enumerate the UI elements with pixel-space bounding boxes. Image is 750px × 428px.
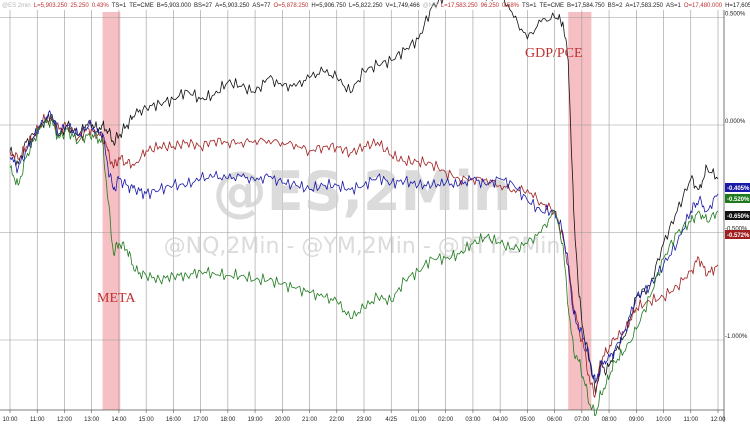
watermark: @ES,2Min @NQ,2Min - @YM,2Min - @RTY,2Min [164, 160, 561, 259]
header-segment: A=5,903.250 [215, 3, 250, 9]
series-line [9, 118, 719, 416]
x-tick-label: 06:00 [547, 417, 563, 423]
y-tick-label: -1.000% [725, 334, 748, 340]
header-segment: TE=CME [540, 3, 565, 9]
header-segment: AS=77 [252, 3, 271, 9]
last-value-badge-text: -0.520% [727, 197, 750, 203]
header-segment: BS=27 [194, 3, 213, 9]
y-tick-label: 0.000% [725, 119, 746, 125]
x-tick-label: 23:00 [356, 417, 372, 423]
header-segment: BS=2 [608, 3, 624, 9]
header-segment: TS=1 [522, 3, 537, 9]
x-tick-label: 01:00 [411, 417, 427, 423]
header-segment: 0.58% [502, 3, 520, 9]
x-tick-label: 10:00 [656, 417, 672, 423]
x-tick-label: 11:00 [683, 417, 698, 423]
header-segment: 25.250 [70, 3, 89, 9]
x-tick-label: 20:00 [275, 417, 291, 423]
last-value-badges: -0.405% -0.520% -0.650% -0.572% [725, 183, 750, 239]
watermark-main: @ES,2Min [213, 160, 512, 223]
x-tick-label: 03:00 [465, 417, 481, 423]
x-tick-label: 08:00 [602, 417, 618, 423]
quote-header: @ES 2min L=5,903.250 25.250 0.43% TS=1 TE=CME… [2, 3, 750, 9]
header-segment: TS=1 [112, 3, 127, 9]
last-value-badge [725, 211, 750, 220]
header-segment: H=17,605.400 [725, 3, 750, 9]
x-tick-label: 13:00 [84, 417, 100, 423]
last-value-badge [725, 230, 750, 239]
highlight-band [102, 12, 121, 410]
x-tick-label: 12:00 [710, 417, 726, 423]
header-segment: L=5,903.250 [34, 3, 68, 9]
last-value-badge [725, 194, 750, 203]
header-segment: L=17,583.250 [441, 3, 479, 9]
series-lines [9, 0, 719, 416]
last-value-badge [725, 183, 750, 192]
last-value-badge-text: -0.405% [727, 186, 750, 192]
header-segment: O=5,878.250 [274, 3, 310, 9]
x-tick-label: 19:00 [248, 417, 264, 423]
series-line [9, 110, 719, 384]
header-segment: 0.43% [92, 3, 110, 9]
x-tick-label: 10:00 [2, 417, 18, 423]
header-segment: H=5,906.750 [311, 3, 346, 9]
x-tick-label: 11:00 [30, 417, 45, 423]
x-tick-label: 12:00 [57, 417, 73, 423]
x-tick-label: 4/25 [385, 417, 397, 423]
header-segment: V=1,749,466 [385, 3, 420, 9]
header-segment: @NQ [423, 3, 438, 9]
x-tick-label: 09:00 [629, 417, 645, 423]
x-tick-label: 16:00 [166, 417, 182, 423]
x-tick-label: 05:00 [520, 417, 536, 423]
header-segment: A=17,583.250 [625, 3, 663, 9]
y-tick-label: 0.500% [725, 12, 746, 18]
x-tick-label: 21:00 [302, 417, 318, 423]
header-segment: L=5,822.250 [349, 3, 383, 9]
x-tick-label: 07:00 [574, 417, 590, 423]
header-segment: B=17,584.750 [567, 3, 605, 9]
last-value-badge-text: -0.572% [727, 233, 750, 239]
header-segment: O=17,480.000 [684, 3, 723, 9]
header-segment: AS=1 [666, 3, 682, 9]
grid-lines [0, 10, 725, 422]
gdp-pce-annotation: GDP/PCE [525, 46, 583, 61]
y-tick-label: -0.500% [725, 227, 748, 233]
y-axis: 0.500% 0.000% -0.500% -1.000% [725, 12, 748, 341]
header-segment: B=5,903.000 [157, 3, 192, 9]
x-tick-label: 17:00 [193, 417, 209, 423]
x-tick-label: 02:00 [438, 417, 454, 423]
watermark-sub: @NQ,2Min - @YM,2Min - @RTY,2Min [164, 234, 561, 259]
x-tick-label: 14:00 [111, 417, 127, 423]
last-value-badge-text: -0.650% [727, 214, 750, 220]
meta-annotation: META [97, 291, 136, 306]
x-axis: 10:00 11:00 12:00 13:00 14:00 15:00 16:00 17:00… [2, 410, 726, 423]
x-tick-label: 15:00 [139, 417, 155, 423]
x-tick-label: 22:00 [329, 417, 345, 423]
x-tick-label: 04:00 [493, 417, 509, 423]
header-segment: @ES 2min [2, 3, 31, 9]
x-tick-label: 18:00 [220, 417, 236, 423]
header-segment: TE=CME [129, 3, 154, 9]
header-segment: 96.250 [481, 3, 500, 9]
